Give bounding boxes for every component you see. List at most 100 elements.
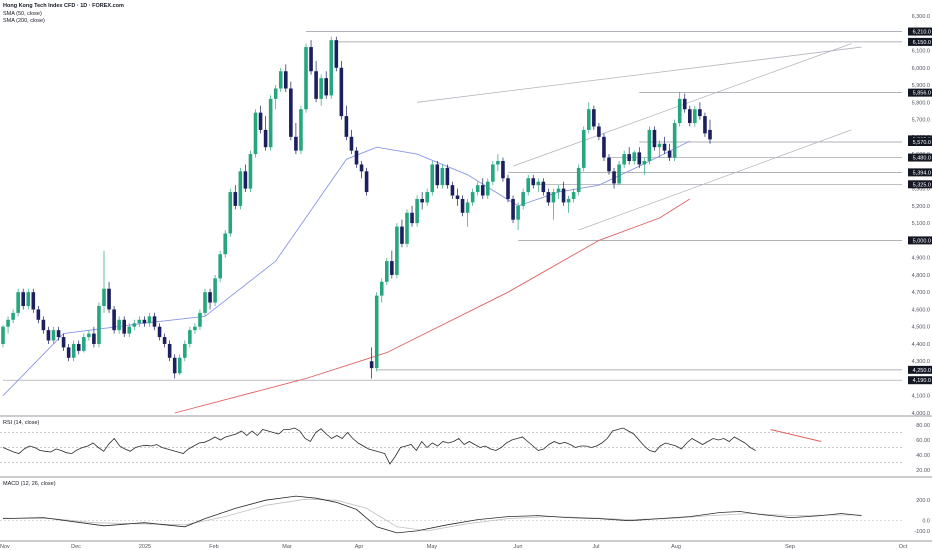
candle[interactable] (284, 64, 288, 92)
candle[interactable] (592, 105, 596, 130)
candle[interactable] (198, 309, 202, 331)
candle[interactable] (61, 333, 66, 351)
candle[interactable] (551, 188, 556, 220)
candle[interactable] (1, 324, 5, 348)
candle[interactable] (506, 174, 510, 203)
candle[interactable] (228, 188, 233, 237)
candle[interactable] (87, 330, 91, 341)
candle[interactable] (36, 305, 41, 324)
candle[interactable] (162, 333, 167, 348)
candle[interactable] (223, 230, 227, 258)
candle[interactable] (491, 160, 495, 186)
candle[interactable] (339, 60, 344, 120)
candle[interactable] (248, 150, 253, 193)
candle[interactable] (41, 316, 46, 334)
candle[interactable] (66, 343, 71, 362)
candle[interactable] (294, 123, 298, 155)
channel-upper-line[interactable] (512, 43, 852, 167)
candle[interactable] (395, 223, 399, 279)
candle[interactable] (71, 340, 76, 362)
candle[interactable] (440, 164, 445, 189)
candle[interactable] (344, 105, 349, 141)
candle[interactable] (571, 188, 576, 203)
candle[interactable] (556, 185, 561, 199)
candle[interactable] (203, 288, 207, 317)
candle[interactable] (647, 126, 652, 165)
candle[interactable] (177, 354, 182, 376)
candle[interactable] (137, 316, 142, 327)
candle[interactable] (188, 326, 192, 348)
candle[interactable] (273, 85, 278, 110)
candle[interactable] (21, 288, 25, 310)
candle[interactable] (253, 109, 258, 158)
candle[interactable] (102, 250, 106, 313)
candle[interactable] (112, 305, 116, 334)
candle[interactable] (379, 278, 384, 303)
candle[interactable] (561, 181, 566, 206)
candle[interactable] (425, 188, 429, 206)
candle[interactable] (299, 105, 303, 155)
candle[interactable] (708, 119, 712, 144)
candle[interactable] (486, 178, 490, 199)
candle[interactable] (46, 326, 51, 344)
candle[interactable] (243, 164, 248, 193)
candle[interactable] (157, 323, 162, 341)
candle[interactable] (602, 133, 606, 161)
candle[interactable] (172, 354, 177, 379)
candle[interactable] (107, 281, 111, 313)
channel-top-line[interactable] (417, 46, 862, 103)
candle[interactable] (622, 150, 626, 168)
candle[interactable] (587, 102, 591, 134)
candle[interactable] (263, 116, 268, 151)
candle[interactable] (703, 112, 707, 137)
candle[interactable] (501, 157, 505, 182)
candle[interactable] (450, 181, 455, 199)
candle[interactable] (632, 150, 637, 165)
candle[interactable] (607, 154, 611, 175)
candle[interactable] (470, 188, 475, 206)
candle[interactable] (693, 105, 697, 127)
candle[interactable] (82, 333, 86, 353)
candle[interactable] (193, 323, 197, 334)
candle[interactable] (233, 185, 238, 210)
candle[interactable] (374, 292, 379, 372)
candle[interactable] (531, 174, 536, 189)
candle[interactable] (147, 312, 152, 327)
candle[interactable] (688, 105, 692, 127)
candle[interactable] (369, 347, 374, 379)
candle[interactable] (465, 198, 470, 227)
candle[interactable] (258, 105, 263, 134)
candle[interactable] (566, 195, 571, 213)
candle[interactable] (536, 178, 541, 193)
candle[interactable] (400, 219, 404, 248)
candle[interactable] (364, 167, 369, 196)
channel-lower-line[interactable] (578, 129, 852, 231)
candle[interactable] (627, 147, 631, 165)
candle[interactable] (662, 136, 667, 155)
candle[interactable] (51, 326, 56, 344)
candle[interactable] (516, 202, 520, 231)
candle[interactable] (480, 178, 485, 199)
candle[interactable] (612, 167, 616, 189)
candle[interactable] (435, 160, 440, 189)
candle[interactable] (31, 288, 36, 313)
candle[interactable] (117, 316, 121, 334)
candle[interactable] (430, 160, 435, 196)
candle[interactable] (359, 160, 364, 179)
candle[interactable] (26, 288, 31, 310)
candle[interactable] (238, 167, 243, 210)
candle[interactable] (617, 160, 621, 186)
candle[interactable] (511, 195, 515, 224)
candle[interactable] (445, 164, 450, 189)
candle[interactable] (132, 319, 137, 331)
candle[interactable] (657, 140, 662, 158)
candle[interactable] (16, 288, 20, 317)
candle[interactable] (324, 71, 328, 99)
candle[interactable] (11, 309, 15, 324)
candle[interactable] (167, 340, 172, 362)
candle[interactable] (334, 36, 339, 72)
candle[interactable] (183, 340, 187, 362)
candle[interactable] (541, 178, 546, 196)
candle[interactable] (142, 316, 147, 327)
